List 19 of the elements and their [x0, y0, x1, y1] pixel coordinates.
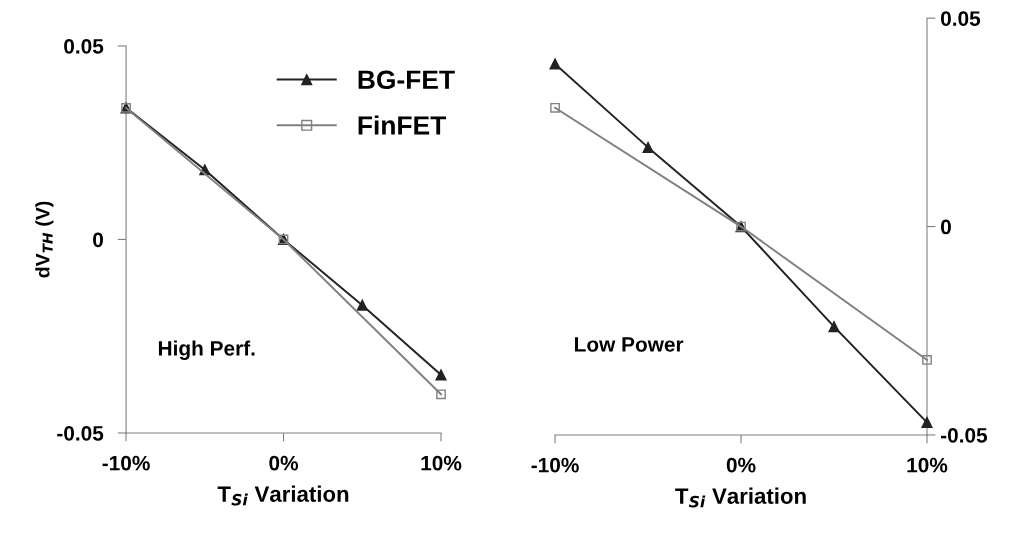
x-axis-title: T$_{Si}$ Variation: [217, 485, 349, 506]
y-tick-label: -0.05: [57, 425, 104, 441]
annotation: Low Power: [575, 337, 684, 352]
x-axis-title: T$_{Si}$ Variation: [675, 487, 806, 508]
y2-tick-label: 0: [941, 219, 951, 235]
y2-tick-label: -0.05: [940, 427, 988, 443]
annotation: High Perf.: [158, 340, 255, 360]
x-tick-label: 10%: [421, 455, 462, 471]
legend-label: BG-FET: [358, 70, 455, 90]
x-tick-label: 0%: [269, 455, 299, 471]
y2-tick-label: 0.05: [941, 11, 981, 26]
x-tick-label: 0%: [726, 457, 756, 473]
y-axis-title: dV$_{TH}$ (V): [35, 201, 54, 278]
x-tick-label: -10%: [531, 457, 579, 473]
legend-label: FinFET: [358, 115, 446, 135]
y-tick-label: 0: [93, 232, 103, 248]
y-tick-label: 0.05: [64, 38, 104, 54]
x-tick-label: 10%: [907, 457, 948, 473]
x-tick-label: -10%: [102, 455, 150, 471]
